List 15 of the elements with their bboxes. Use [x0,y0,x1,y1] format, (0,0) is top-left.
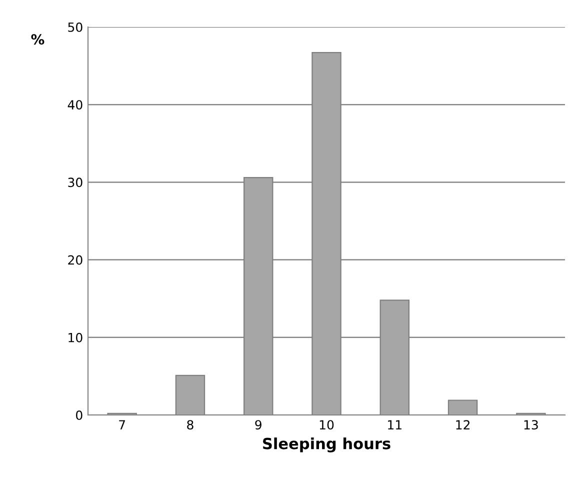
x-tick-label: 11 [388,420,402,430]
x-tick-label: 7 [119,420,125,430]
y-tick-label: 10 [68,332,82,342]
x-axis-title: Sleeping hours [263,438,390,452]
y-tick-label: 50 [68,22,82,32]
x-tick-label: 8 [187,420,194,430]
x-tick-label: 10 [320,420,334,430]
y-tick-label: 30 [68,178,82,188]
y-tick-label: 40 [68,100,82,110]
x-tick-label: 12 [456,420,470,430]
y-tick-label: 0 [76,410,82,420]
x-tick-label: 9 [255,420,262,430]
y-axis-title: % [31,34,44,45]
x-tick-label: 13 [524,420,538,430]
y-tick-label: 20 [68,255,82,265]
